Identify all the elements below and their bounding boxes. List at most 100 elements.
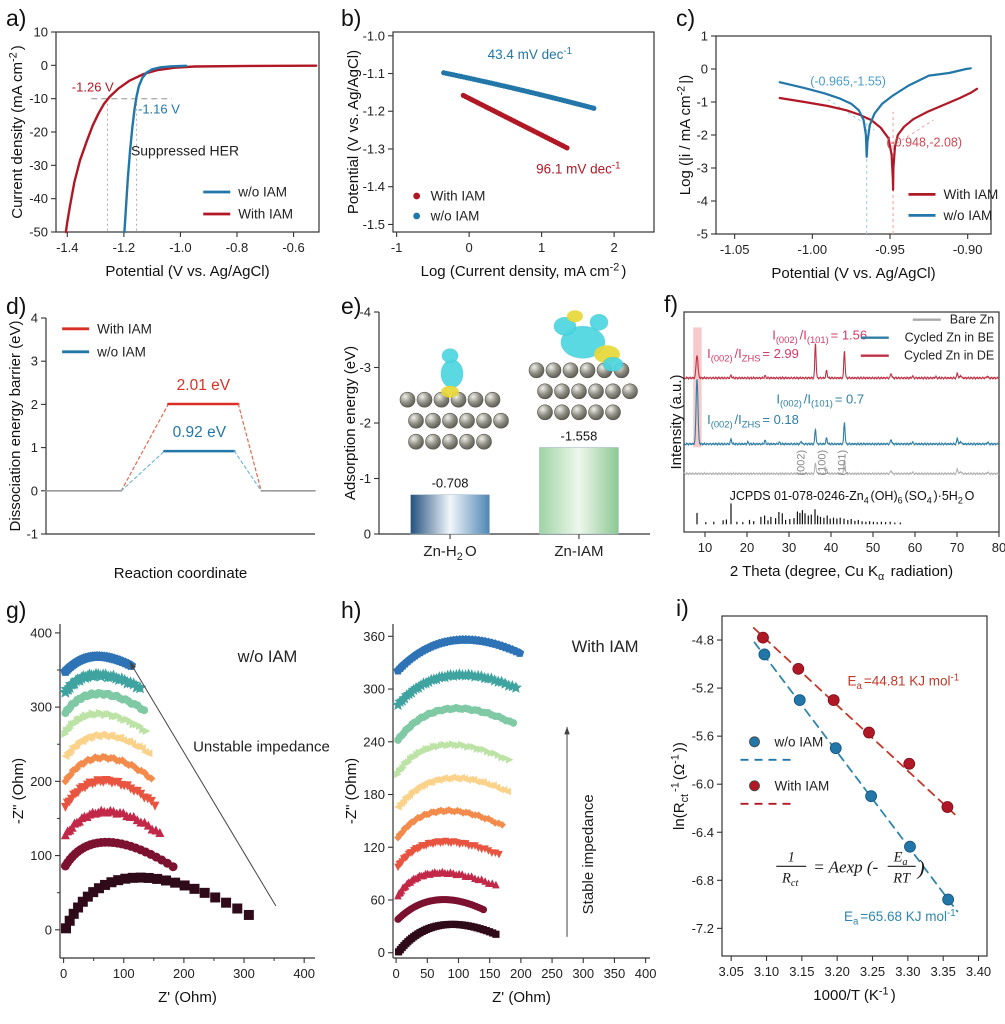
svg-text:Bare Zn: Bare Zn: [950, 313, 995, 327]
svg-text:-30: -30: [29, 158, 48, 173]
panel-h-plot: 0 50 100 150 200 250 300 350 400 0 60 120 180 240 300 3…: [343, 624, 656, 1006]
svg-text:-1: -1: [359, 471, 371, 486]
svg-text:Zn-IAM: Zn-IAM: [554, 543, 603, 560]
svg-text:-50: -50: [29, 225, 48, 240]
svg-text:2: 2: [611, 240, 618, 255]
svg-text:-3: -3: [696, 161, 708, 176]
svg-text:400: 400: [635, 966, 657, 981]
panel-c-plot: -1.05 -1.00 -0.95 -0.90 1 0 -1 -2 -3 -4 -5 Potentia…: [675, 29, 998, 283]
svg-text:Current density (mA cm-2 ): Current density (mA cm-2 ): [7, 45, 26, 219]
series-cycle-3: [394, 867, 500, 900]
svg-text:-1: -1: [391, 240, 403, 255]
series-cycle-4: [60, 776, 160, 812]
svg-text:10: 10: [698, 540, 712, 555]
svg-text:-1.1: -1.1: [363, 66, 385, 81]
svg-text:I(002) /I(101) = 1.56: I(002) /I(101) = 1.56: [772, 328, 867, 345]
svg-text:(100): (100): [817, 450, 829, 476]
svg-text:-0.708: -0.708: [432, 476, 469, 491]
svg-text:0: 0: [393, 966, 400, 981]
svg-text:400: 400: [30, 625, 52, 640]
svg-text:Intensity (a.u.): Intensity (a.u.): [668, 374, 685, 469]
svg-text:-4.8: -4.8: [692, 633, 714, 648]
panel-a-plot: -1.4 -1.2 -1.0 -0.8 -0.6 10 0 -10 -20 -30 -40 -50 Po…: [7, 25, 320, 280]
svg-text:-2: -2: [359, 416, 371, 431]
svg-text:43.4 mV dec-1: 43.4 mV dec-1: [488, 46, 574, 62]
svg-text:-2: -2: [696, 128, 708, 143]
svg-text:-Z" (Ohm): -Z" (Ohm): [343, 758, 360, 824]
svg-text:-0.95: -0.95: [875, 242, 905, 257]
svg-text:-1.4: -1.4: [56, 240, 78, 255]
svg-text:3.35: 3.35: [931, 964, 956, 979]
series-cycled-zn-in-be: [683, 379, 1000, 447]
svg-text:240: 240: [363, 734, 385, 749]
svg-text:w/o IAM: w/o IAM: [943, 208, 993, 223]
svg-text:-5.2: -5.2: [692, 681, 714, 696]
series-bare-zn: [683, 459, 1000, 476]
svg-text:-6.0: -6.0: [692, 777, 714, 792]
svg-text:I(002) /I(101) = 0.7: I(002) /I(101) = 0.7: [776, 391, 864, 408]
svg-text:3.20: 3.20: [825, 964, 850, 979]
series-cycled-zn-in-de: [683, 343, 1000, 381]
svg-text:With IAM: With IAM: [944, 187, 999, 202]
series-cycle-2: [60, 837, 178, 872]
series-cycle-3: [60, 805, 165, 840]
svg-text:Ea =65.68 KJ mol-1: Ea =65.68 KJ mol-1: [844, 908, 958, 928]
svg-text:-1.0: -1.0: [363, 28, 385, 43]
svg-text:3.25: 3.25: [860, 964, 885, 979]
svg-text:3.30: 3.30: [895, 964, 920, 979]
svg-text:Stable impedance: Stable impedance: [580, 794, 597, 914]
svg-text:-0.90: -0.90: [953, 242, 983, 257]
svg-text:3.15: 3.15: [789, 964, 814, 979]
series-cycle-2: [394, 895, 488, 923]
svg-text:Ea =44.81 KJ mol-1: Ea =44.81 KJ mol-1: [848, 673, 962, 693]
svg-text:-1: -1: [696, 95, 708, 110]
svg-text:300: 300: [233, 966, 255, 981]
svg-text:-4: -4: [359, 305, 371, 320]
panel-tag-d: d): [6, 293, 26, 319]
svg-text:Potential (V vs. Ag/AgCl): Potential (V vs. Ag/AgCl): [345, 50, 362, 214]
svg-text:-1.2: -1.2: [363, 104, 385, 119]
svg-text:-Z" (Ohm): -Z" (Ohm): [10, 758, 27, 824]
svg-text:With IAM: With IAM: [97, 321, 152, 336]
svg-text:200: 200: [173, 966, 195, 981]
svg-text:-1.558: -1.558: [561, 429, 598, 444]
svg-text:Unstable impedance: Unstable impedance: [193, 739, 330, 756]
series-with-iam: [64, 64, 318, 234]
series-cycle-10: [60, 651, 137, 676]
svg-text:-1.05: -1.05: [720, 242, 750, 257]
panel-tag-i: i): [676, 595, 689, 621]
svg-text:10: 10: [34, 25, 48, 40]
svg-text:96.1 mV dec-1: 96.1 mV dec-1: [536, 160, 622, 176]
svg-text:150: 150: [479, 966, 501, 981]
svg-text:3.10: 3.10: [754, 964, 779, 979]
svg-text:360: 360: [363, 629, 385, 644]
svg-text:): ): [917, 855, 925, 879]
svg-text:0: 0: [466, 240, 473, 255]
svg-text:Reaction coordinate: Reaction coordinate: [114, 565, 247, 582]
svg-text:-6.8: -6.8: [692, 873, 714, 888]
svg-text:180: 180: [363, 787, 385, 802]
svg-text:-0.6: -0.6: [282, 240, 304, 255]
svg-text:-1: -1: [26, 527, 38, 542]
svg-text:1000/T (K-1 ): 1000/T (K-1 ): [813, 985, 895, 1004]
svg-text:-1.2: -1.2: [113, 240, 135, 255]
svg-text:80: 80: [992, 540, 1005, 555]
svg-text:-10: -10: [29, 91, 48, 106]
series-w-o-iam: [778, 67, 972, 158]
svg-text:100: 100: [113, 966, 135, 981]
svg-text:1: 1: [538, 240, 545, 255]
svg-text:With IAM: With IAM: [238, 207, 293, 222]
series-with-iam: [778, 87, 979, 191]
svg-text:300: 300: [363, 682, 385, 697]
svg-text:Ea: Ea: [893, 849, 910, 868]
svg-text:Z' (Ohm): Z' (Ohm): [158, 989, 217, 1006]
svg-text:30: 30: [782, 540, 796, 555]
svg-text:-7.2: -7.2: [692, 921, 714, 936]
series-w-o-iam: [758, 648, 955, 906]
svg-text:w/o IAM: w/o IAM: [237, 648, 298, 666]
panel-tag-f: f): [664, 291, 678, 317]
series-cycle-7: [61, 708, 151, 738]
svg-text:-1.00: -1.00: [798, 242, 828, 257]
panel-d-plot: -1 0 1 2 3 4 Reaction coordinate Dissociation e…: [7, 311, 316, 582]
